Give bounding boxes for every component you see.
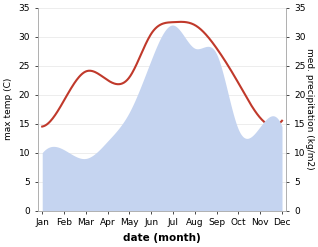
Y-axis label: max temp (C): max temp (C) (4, 78, 13, 140)
Y-axis label: med. precipitation (kg/m2): med. precipitation (kg/m2) (305, 48, 314, 170)
X-axis label: date (month): date (month) (123, 233, 201, 243)
